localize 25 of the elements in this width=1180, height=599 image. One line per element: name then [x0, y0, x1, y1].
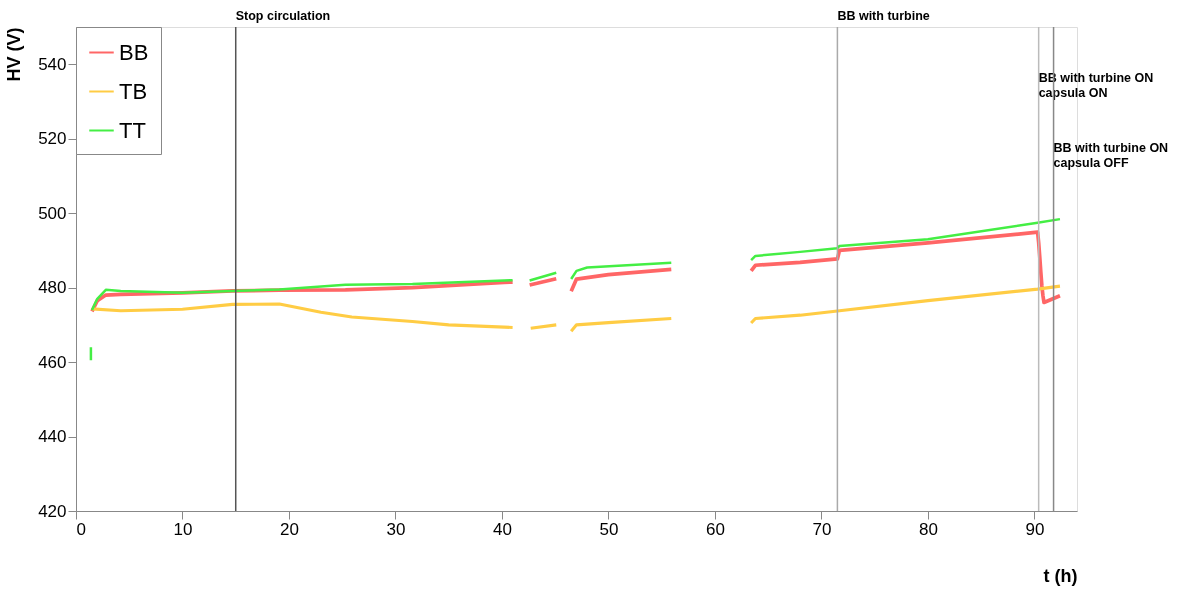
legend-label: TB	[119, 78, 148, 104]
y-tick-label: 460	[38, 352, 67, 372]
ref-line-label: BB with turbine	[837, 9, 930, 23]
x-tick-label: 90	[1025, 519, 1045, 539]
ref-line-label: BB with turbine ON capsula OFF	[1053, 141, 1169, 170]
y-tick-label: 540	[38, 54, 67, 74]
y-tick-label: 520	[38, 129, 67, 149]
y-tick-label: 440	[38, 427, 67, 447]
x-tick-label: 50	[599, 519, 619, 539]
ref-line-label: Stop circulation	[235, 9, 331, 23]
x-axis-title: t (h)	[1043, 565, 1078, 586]
x-tick-label: 70	[812, 519, 832, 539]
x-tick-label: 0	[76, 519, 86, 539]
legend-label: BB	[119, 39, 149, 65]
y-tick-label: 420	[38, 501, 67, 521]
y-tick-label: 500	[38, 203, 67, 223]
x-tick-label: 80	[918, 519, 938, 539]
x-tick-label: 20	[280, 519, 299, 539]
x-tick-label: 60	[705, 519, 725, 539]
x-tick-label: 30	[386, 519, 406, 539]
y-axis-title: HV (V)	[4, 27, 25, 82]
y-tick-label: 480	[38, 278, 67, 298]
legend-label: TT	[119, 117, 146, 143]
x-tick-label: 40	[493, 519, 512, 539]
x-tick-label: 10	[173, 519, 193, 539]
